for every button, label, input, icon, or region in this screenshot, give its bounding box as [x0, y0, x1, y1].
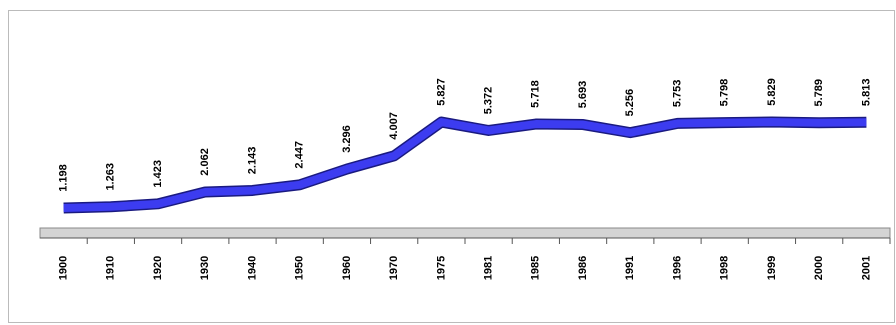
x-tick-label: 1970	[388, 256, 400, 280]
axis-floor	[39, 227, 891, 239]
x-tick-label: 1991	[624, 256, 636, 280]
x-tick-label: 1985	[530, 256, 542, 280]
x-tick-label: 1940	[246, 256, 258, 280]
x-tick-label: 1998	[719, 256, 731, 280]
x-tick-label: 1999	[766, 256, 778, 280]
data-label: 5.718	[530, 80, 542, 108]
x-tick-label: 1981	[483, 256, 495, 280]
x-tick-label: 1950	[294, 256, 306, 280]
x-tick-label: 2000	[813, 256, 825, 280]
data-label: 5.813	[860, 79, 872, 107]
data-label: 3.296	[341, 125, 353, 153]
data-label: 5.753	[671, 80, 683, 108]
x-tick-label: 1975	[435, 256, 447, 280]
x-tick-label: 2001	[860, 256, 872, 280]
data-label: 5.789	[813, 79, 825, 107]
data-label: 5.372	[483, 87, 495, 115]
x-tick-label: 1960	[341, 256, 353, 280]
x-tick-label: 1910	[105, 256, 117, 280]
x-tick-label: 1900	[58, 256, 70, 280]
data-label: 5.827	[435, 78, 447, 106]
x-tick-label: 1930	[199, 256, 211, 280]
data-label: 2.143	[246, 147, 258, 175]
x-tick-label: 1986	[577, 256, 589, 280]
x-tick-label: 1996	[671, 256, 683, 280]
data-label: 5.798	[719, 79, 731, 107]
data-label: 1.263	[105, 163, 117, 191]
data-label: 5.693	[577, 81, 589, 109]
x-tick-label: 1920	[152, 256, 164, 280]
line	[63, 118, 867, 212]
chart-frame	[8, 10, 895, 323]
data-label: 2.447	[294, 141, 306, 169]
data-label: 1.198	[58, 164, 70, 192]
data-label: 1.423	[152, 160, 164, 188]
data-label: 5.256	[624, 89, 636, 117]
data-label: 2.062	[199, 148, 211, 176]
data-label: 4.007	[388, 112, 400, 140]
data-label: 5.829	[766, 78, 778, 106]
